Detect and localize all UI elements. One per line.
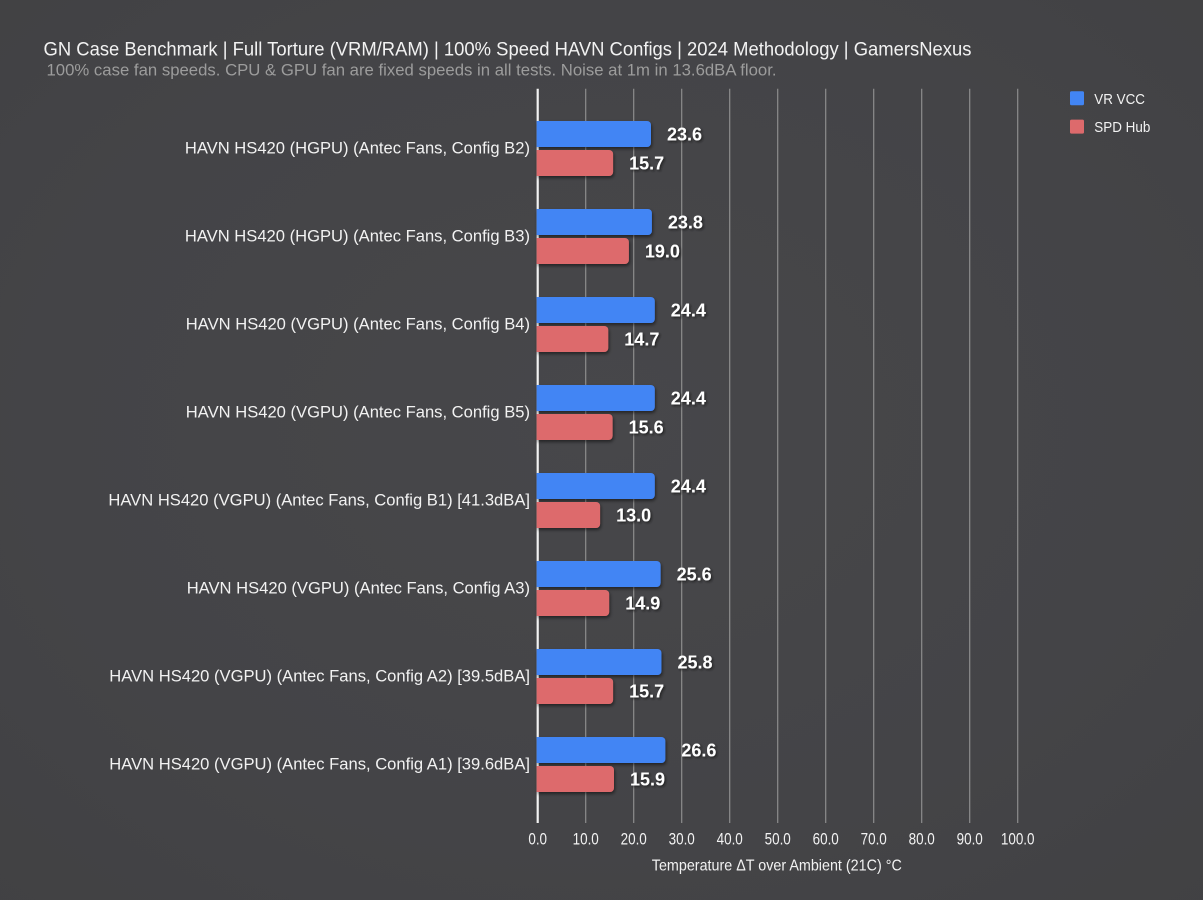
svg-text:25.8: 25.8 bbox=[678, 653, 713, 673]
svg-text:10.0: 10.0 bbox=[573, 829, 599, 848]
svg-text:19.0: 19.0 bbox=[645, 242, 680, 262]
svg-text:HAVN HS420 (VGPU) (Antec Fans,: HAVN HS420 (VGPU) (Antec Fans, Config A1… bbox=[109, 755, 530, 774]
svg-text:VR VCC: VR VCC bbox=[1094, 91, 1145, 108]
svg-text:23.6: 23.6 bbox=[667, 125, 702, 145]
svg-text:15.9: 15.9 bbox=[630, 770, 665, 790]
svg-text:HAVN HS420 (VGPU) (Antec Fans,: HAVN HS420 (VGPU) (Antec Fans, Config B4… bbox=[186, 315, 530, 334]
svg-text:HAVN HS420 (HGPU) (Antec Fans,: HAVN HS420 (HGPU) (Antec Fans, Config B3… bbox=[185, 227, 530, 246]
svg-text:90.0: 90.0 bbox=[957, 829, 983, 848]
svg-text:HAVN HS420 (HGPU) (Antec Fans,: HAVN HS420 (HGPU) (Antec Fans, Config B2… bbox=[185, 139, 530, 158]
svg-text:HAVN HS420 (VGPU) (Antec Fans,: HAVN HS420 (VGPU) (Antec Fans, Config A2… bbox=[109, 667, 530, 686]
svg-text:24.4: 24.4 bbox=[671, 389, 706, 409]
svg-text:24.4: 24.4 bbox=[671, 301, 706, 321]
svg-text:20.0: 20.0 bbox=[621, 829, 647, 848]
svg-text:HAVN HS420 (VGPU) (Antec Fans,: HAVN HS420 (VGPU) (Antec Fans, Config A3… bbox=[187, 579, 530, 598]
svg-text:15.7: 15.7 bbox=[629, 682, 664, 702]
svg-text:15.7: 15.7 bbox=[629, 154, 664, 174]
svg-text:14.9: 14.9 bbox=[625, 594, 660, 614]
svg-text:26.6: 26.6 bbox=[681, 741, 716, 761]
svg-text:GN Case Benchmark | Full Tortu: GN Case Benchmark | Full Torture (VRM/RA… bbox=[44, 39, 972, 60]
svg-text:100.0: 100.0 bbox=[1001, 829, 1035, 848]
svg-text:24.4: 24.4 bbox=[671, 477, 706, 497]
svg-text:Temperature ΔT over Ambient (2: Temperature ΔT over Ambient (21C) °C bbox=[652, 857, 902, 874]
svg-text:25.6: 25.6 bbox=[677, 565, 712, 585]
svg-text:0.0: 0.0 bbox=[528, 829, 547, 848]
svg-text:50.0: 50.0 bbox=[765, 829, 791, 848]
svg-text:HAVN HS420 (VGPU) (Antec Fans,: HAVN HS420 (VGPU) (Antec Fans, Config B1… bbox=[108, 491, 530, 510]
svg-text:SPD Hub: SPD Hub bbox=[1094, 119, 1150, 136]
svg-text:100% case fan speeds. CPU & GP: 100% case fan speeds. CPU & GPU fan are … bbox=[47, 62, 777, 80]
svg-text:60.0: 60.0 bbox=[813, 829, 839, 848]
svg-text:14.7: 14.7 bbox=[624, 330, 659, 350]
svg-text:80.0: 80.0 bbox=[909, 829, 935, 848]
svg-text:30.0: 30.0 bbox=[669, 829, 695, 848]
svg-text:13.0: 13.0 bbox=[616, 506, 651, 526]
svg-text:HAVN HS420 (VGPU) (Antec Fans,: HAVN HS420 (VGPU) (Antec Fans, Config B5… bbox=[186, 403, 530, 422]
svg-text:40.0: 40.0 bbox=[717, 829, 743, 848]
svg-text:70.0: 70.0 bbox=[861, 829, 887, 848]
svg-text:15.6: 15.6 bbox=[629, 418, 664, 438]
svg-text:23.8: 23.8 bbox=[668, 213, 703, 233]
